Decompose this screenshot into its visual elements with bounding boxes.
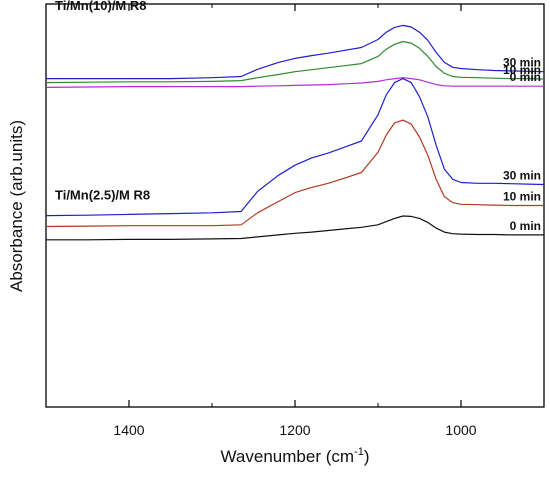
x-axis-title-close: ): [364, 447, 370, 466]
series-line-mn10-10-min: [45, 40, 545, 84]
x-axis-title-text: Wavenumber (cm: [221, 447, 355, 466]
series-line-mn2_5-10-min: [45, 119, 544, 228]
series-line-mn10-30-min: [46, 24, 545, 80]
x-axis-title-sup: -1: [354, 446, 364, 458]
group-label: Ti/Mn(10)/M R8: [55, 0, 147, 13]
x-tick-label: 1000: [445, 422, 476, 438]
series-label: 0 min: [510, 70, 541, 84]
series-line-mn2_5-30-min: [45, 77, 545, 217]
x-tick-label: 1400: [113, 422, 144, 438]
series-label: 10 min: [503, 190, 541, 204]
series-label: 30 min: [503, 56, 541, 70]
plot-frame: [45, 3, 545, 408]
series-label: 30 min: [503, 169, 541, 183]
x-ticks: 1400 1200 1000: [113, 4, 477, 438]
series-label: 0 min: [510, 219, 541, 233]
series-line-mn10-0-min: [45, 77, 544, 88]
series-line-mn2_5-0-min: [46, 215, 544, 241]
series-label: 10 min: [503, 63, 541, 77]
group-label: Ti/Mn(2.5)/M R8: [55, 187, 150, 202]
x-axis-title: Wavenumber (cm-1): [221, 446, 370, 466]
y-axis-title: Absorbance (arb.units): [7, 120, 26, 292]
series-layer: [45, 24, 545, 241]
x-tick-label: 1200: [279, 422, 310, 438]
